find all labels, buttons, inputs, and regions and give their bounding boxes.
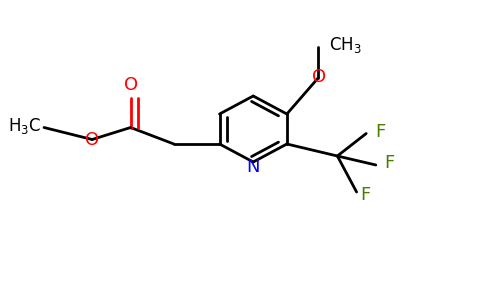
- Text: F: F: [375, 123, 385, 141]
- Text: N: N: [246, 158, 260, 175]
- Text: CH$_3$: CH$_3$: [329, 35, 362, 55]
- Text: O: O: [312, 68, 326, 85]
- Text: O: O: [85, 131, 99, 149]
- Text: F: F: [361, 186, 371, 204]
- Text: O: O: [123, 76, 137, 94]
- Text: F: F: [384, 154, 395, 172]
- Text: H$_3$C: H$_3$C: [8, 116, 42, 136]
